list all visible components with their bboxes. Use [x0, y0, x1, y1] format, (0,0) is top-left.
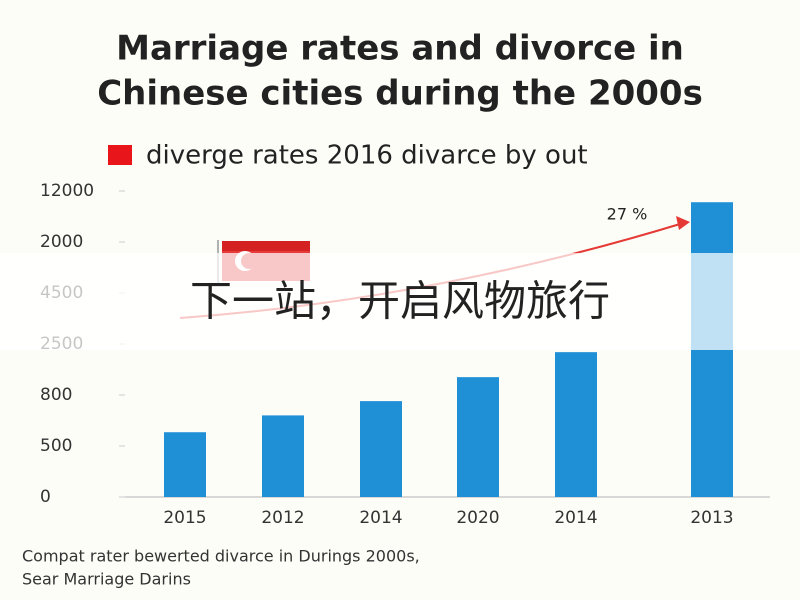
y-tick-label: 0 [40, 487, 51, 507]
x-tick-label: 2014 [359, 508, 402, 528]
bar [457, 377, 499, 497]
x-tick-label: 2014 [554, 508, 597, 528]
annotation: 27 % [607, 205, 648, 224]
x-tick-label: 2015 [163, 508, 206, 528]
footnote: Compat rater bewerted divarce in Durings… [22, 547, 420, 566]
bar [164, 432, 206, 497]
legend-swatch [108, 145, 132, 165]
y-tick-label: 500 [40, 436, 72, 456]
x-tick-label: 2013 [690, 508, 733, 528]
y-tick-label: 800 [40, 385, 72, 405]
footnote: Sear Marriage Darins [22, 570, 191, 589]
bar [360, 401, 402, 497]
chart-title: Marriage rates and divorce in [116, 29, 684, 69]
overlay-text: 下一站，开启风物旅行 [190, 277, 610, 326]
x-tick-label: 2012 [261, 508, 304, 528]
arrow-head [676, 216, 690, 230]
x-tick-label: 2020 [456, 508, 499, 528]
y-tick-label: 2000 [40, 232, 83, 252]
overlay-band [0, 253, 800, 350]
y-tick-label: 12000 [40, 181, 94, 201]
bar [555, 352, 597, 497]
legend-label: diverge rates 2016 divarce by out [146, 141, 588, 171]
chart-title: Chinese cities during the 2000s [97, 74, 703, 114]
bar [262, 415, 304, 497]
